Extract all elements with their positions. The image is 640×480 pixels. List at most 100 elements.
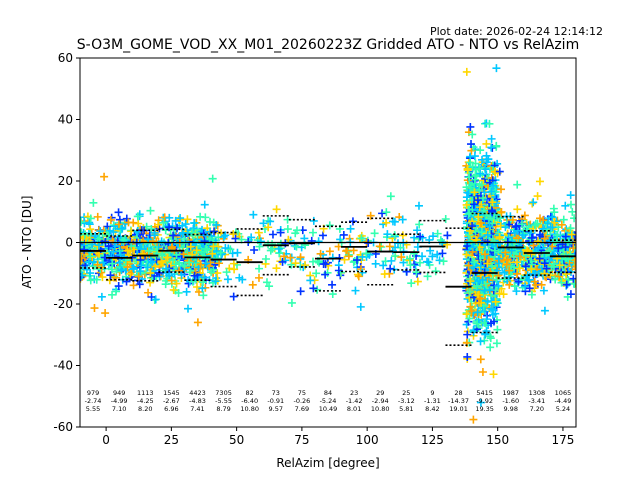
- scatter-point: [438, 249, 447, 258]
- scatter-point: [207, 268, 216, 277]
- scatter-point: [433, 250, 442, 259]
- scatter-point: [346, 224, 355, 233]
- scatter-point: [469, 243, 478, 252]
- scatter-point: [80, 271, 87, 280]
- scatter-point: [482, 158, 491, 167]
- x-tick-label: 0: [102, 433, 110, 447]
- scatter-point: [487, 143, 496, 152]
- scatter-point: [505, 280, 514, 289]
- scatter-point: [471, 267, 480, 276]
- scatter-point: [136, 255, 145, 264]
- bin-annotation-text: 8.42: [425, 405, 439, 413]
- scatter-point: [272, 264, 281, 273]
- scatter-point: [463, 166, 472, 175]
- scatter-point: [101, 309, 110, 318]
- bin-annotation-text: 979: [87, 389, 99, 397]
- scatter-point: [151, 295, 160, 304]
- scatter-point: [476, 146, 485, 155]
- scatter-point: [186, 242, 195, 251]
- bin-annotation-text: 1065: [555, 389, 572, 397]
- scatter-point: [250, 246, 259, 255]
- scatter-point: [473, 196, 482, 205]
- scatter-point: [164, 239, 173, 248]
- scatter-point: [272, 205, 281, 214]
- scatter-point: [105, 226, 114, 235]
- scatter-point: [210, 227, 219, 236]
- scatter-point: [489, 181, 498, 190]
- scatter-point: [474, 324, 483, 333]
- scatter-point: [533, 192, 542, 201]
- scatter-point: [212, 254, 221, 263]
- scatter-point: [471, 201, 480, 210]
- scatter-point: [212, 247, 221, 256]
- scatter-point: [199, 278, 208, 287]
- scatter-point: [256, 237, 265, 246]
- scatter-point: [487, 134, 496, 143]
- scatter-point: [86, 214, 95, 223]
- scatter-point: [296, 287, 305, 296]
- scatter-point: [109, 221, 118, 230]
- scatter-point: [547, 263, 556, 272]
- scatter-point: [356, 302, 365, 311]
- scatter-point: [435, 256, 444, 265]
- scatter-point: [193, 318, 202, 327]
- scatter-point: [548, 213, 557, 222]
- scatter-point: [385, 242, 394, 251]
- scatter-point: [182, 287, 191, 296]
- scatter-point: [418, 252, 427, 261]
- scatter-point: [325, 221, 334, 230]
- scatter-point: [496, 222, 505, 231]
- bin-annotation-text: 9.98: [503, 405, 517, 413]
- scatter-point: [247, 233, 256, 242]
- scatter-point: [475, 185, 484, 194]
- scatter-point: [424, 258, 433, 267]
- scatter-point: [201, 231, 210, 240]
- scatter-point: [540, 234, 549, 243]
- scatter-point: [167, 276, 176, 285]
- bin-annotation-text: -4.49: [555, 397, 572, 405]
- scatter-point: [212, 220, 221, 229]
- scatter-point: [476, 169, 485, 178]
- bin-annotation-text: 7.10: [112, 405, 126, 413]
- scatter-point: [518, 220, 527, 229]
- scatter-point: [570, 279, 576, 288]
- scatter-point: [203, 246, 212, 255]
- scatter-point: [492, 141, 501, 150]
- scatter-point: [165, 213, 174, 222]
- scatter-point: [287, 260, 296, 269]
- scatter-point: [123, 263, 132, 272]
- scatter-point: [508, 215, 517, 224]
- scatter-point: [546, 223, 555, 232]
- scatter-point: [467, 140, 476, 149]
- bin-annotation-text: 7.41: [190, 405, 204, 413]
- scatter-point: [466, 302, 475, 311]
- bin-annotation-text: 7305: [215, 389, 232, 397]
- bin-annotation-text: -9.92: [476, 397, 493, 405]
- scatter-point: [485, 222, 494, 231]
- scatter-point: [462, 67, 471, 76]
- bin-annotation-text: 10.80: [240, 405, 259, 413]
- scatter-point: [518, 231, 527, 240]
- scatter-point: [286, 253, 295, 262]
- scatter-point: [535, 177, 544, 186]
- scatter-point: [478, 155, 487, 164]
- bin-annotation-text: 19.01: [449, 405, 468, 413]
- scatter-point: [515, 239, 524, 248]
- scatter-point: [423, 272, 432, 281]
- scatter-point: [477, 228, 486, 237]
- scatter-point: [186, 257, 195, 266]
- scatter-point: [525, 284, 534, 293]
- scatter-point: [492, 339, 501, 348]
- bin-annotation-text: -2.94: [372, 397, 389, 405]
- scatter-point: [540, 259, 549, 268]
- scatter-point: [486, 291, 495, 300]
- scatter-point: [490, 246, 499, 255]
- scatter-point: [180, 261, 189, 270]
- scatter-point: [180, 235, 189, 244]
- bin-annotation-text: 1987: [502, 389, 519, 397]
- scatter-point: [340, 255, 349, 264]
- scatter-point: [226, 245, 235, 254]
- bin-annotation-text: 6.96: [164, 405, 178, 413]
- scatter-point: [484, 214, 493, 223]
- y-tick-label: -40: [53, 359, 73, 373]
